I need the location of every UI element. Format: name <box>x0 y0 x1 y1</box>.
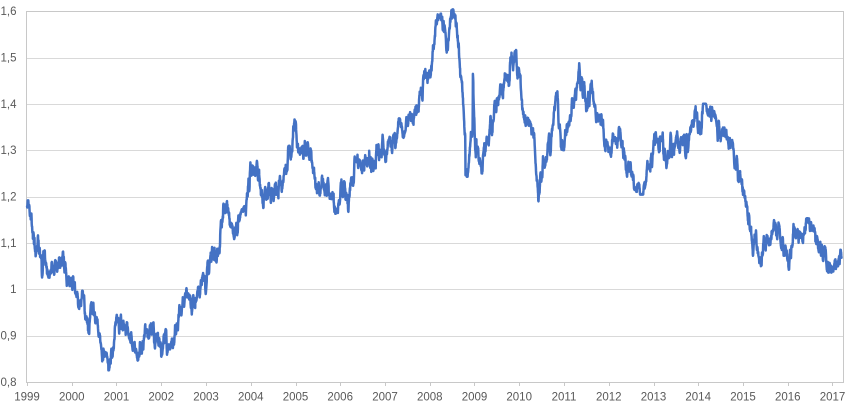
svg-text:1,4: 1,4 <box>1 99 18 111</box>
svg-text:2011: 2011 <box>552 392 577 404</box>
svg-text:2012: 2012 <box>596 392 622 404</box>
svg-text:2006: 2006 <box>327 392 353 404</box>
svg-text:2009: 2009 <box>462 392 488 404</box>
svg-text:1,5: 1,5 <box>1 53 17 65</box>
svg-text:2004: 2004 <box>238 392 264 404</box>
svg-text:2003: 2003 <box>193 392 219 404</box>
svg-text:2013: 2013 <box>641 392 667 404</box>
svg-text:2008: 2008 <box>417 392 443 404</box>
svg-text:2014: 2014 <box>685 392 711 404</box>
svg-text:1,2: 1,2 <box>1 192 17 204</box>
svg-text:2017: 2017 <box>820 392 845 404</box>
svg-text:2015: 2015 <box>730 392 756 404</box>
svg-text:1,1: 1,1 <box>1 238 17 250</box>
svg-text:2010: 2010 <box>506 392 532 404</box>
svg-text:2002: 2002 <box>148 392 174 404</box>
svg-text:0,8: 0,8 <box>1 377 17 389</box>
svg-text:1: 1 <box>10 284 16 296</box>
svg-text:1999: 1999 <box>14 392 40 404</box>
svg-text:2000: 2000 <box>59 392 85 404</box>
svg-text:1,6: 1,6 <box>1 6 17 18</box>
svg-text:2007: 2007 <box>372 392 398 404</box>
svg-text:2005: 2005 <box>283 392 309 404</box>
svg-text:1,3: 1,3 <box>1 145 17 157</box>
svg-text:0,9: 0,9 <box>1 331 17 343</box>
svg-text:2016: 2016 <box>775 392 801 404</box>
svg-text:2001: 2001 <box>104 392 130 404</box>
